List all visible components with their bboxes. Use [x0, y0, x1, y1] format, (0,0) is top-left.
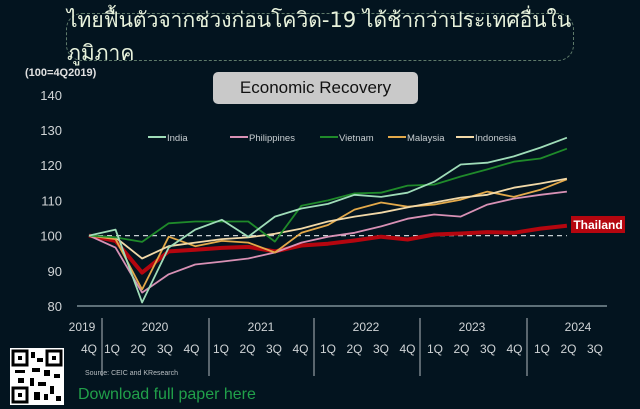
quarter-label: 3Q — [373, 342, 389, 356]
y-tick-label: 130 — [40, 123, 62, 138]
series-line-vietnam — [88, 147, 568, 243]
quarter-label: 3Q — [587, 342, 603, 356]
series-line-indonesia — [88, 177, 568, 260]
qr-code[interactable] — [10, 348, 64, 405]
quarter-label: 4Q — [292, 342, 308, 356]
quarter-label: 1Q — [534, 342, 550, 356]
download-link[interactable]: Download full paper here — [78, 386, 256, 403]
series-line-malaysia — [88, 178, 568, 291]
legend-label-vietnam: Vietnam — [339, 133, 374, 144]
y-tick-label: 90 — [48, 264, 62, 279]
year-label: 2019 — [69, 320, 96, 334]
source-note: Source: CEIC and KResearch — [85, 370, 178, 377]
quarter-label: 1Q — [104, 342, 120, 356]
y-tick-label: 110 — [41, 193, 62, 208]
legend-label-malaysia: Malaysia — [407, 133, 445, 144]
quarter-label: 2Q — [130, 342, 146, 356]
quarter-label: 3Q — [157, 342, 173, 356]
quarter-label: 4Q — [506, 342, 522, 356]
quarter-label: 1Q — [320, 342, 336, 356]
quarter-label: 3Q — [480, 342, 496, 356]
quarter-label: 2Q — [239, 342, 255, 356]
quarter-label: 4Q — [399, 342, 415, 356]
y-tick-label: 120 — [40, 158, 62, 173]
quarter-label: 1Q — [213, 342, 229, 356]
quarter-label: 2Q — [560, 342, 576, 356]
chart-title: Economic Recovery — [213, 72, 418, 104]
quarter-label: 4Q — [81, 342, 97, 356]
legend-label-philippines: Philippines — [249, 133, 295, 144]
year-label: 2020 — [142, 320, 169, 334]
y-tick-label: 140 — [40, 88, 62, 103]
series-line-india — [88, 136, 568, 304]
thailand-label-box — [571, 216, 625, 233]
year-label: 2023 — [459, 320, 486, 334]
year-label: 2021 — [248, 320, 275, 334]
thailand-label: Thailand — [573, 218, 622, 232]
legend-label-india: India — [167, 133, 188, 144]
qr-code-pattern — [11, 349, 63, 404]
quarter-label: 1Q — [427, 342, 443, 356]
quarter-label: 3Q — [266, 342, 282, 356]
quarter-label: 4Q — [183, 342, 199, 356]
year-label: 2022 — [353, 320, 380, 334]
y-tick-label: 80 — [48, 299, 62, 314]
y-tick-label: 100 — [40, 229, 62, 244]
year-label: 2024 — [565, 320, 592, 334]
legend-label-indonesia: Indonesia — [475, 133, 517, 144]
quarter-label: 2Q — [346, 342, 362, 356]
y-axis-label: (100=4Q2019) — [25, 67, 97, 79]
quarter-label: 2Q — [453, 342, 469, 356]
